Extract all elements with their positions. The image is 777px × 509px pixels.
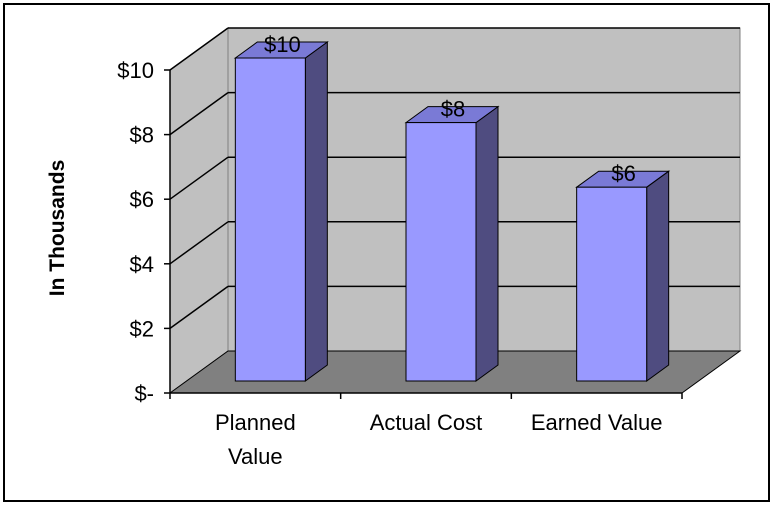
axes [164,69,683,399]
bar-front [576,186,648,382]
gridline-side [169,221,229,265]
bar-3 [575,170,671,382]
gridline-side [169,285,229,330]
bars [233,41,671,382]
y-axis-title: In Thousands [46,159,69,297]
chart-border [3,3,770,502]
y-tick-label: $8 [130,123,154,148]
data-label: $6 [611,161,635,186]
bar-side [646,170,670,382]
y-tick-label: $4 [130,252,154,277]
x-tick-label: Value [228,444,283,469]
data-label: $10 [264,32,301,57]
gridline-side [169,91,229,136]
y-tick-label: $- [134,381,154,406]
bar-front [234,57,306,382]
y-tick-label: $2 [130,316,154,341]
bar-2 [404,105,500,382]
x-tick-label: Planned [215,410,296,435]
x-tick-label: Earned Value [531,410,663,435]
x-tick-label: Actual Cost [370,410,483,435]
y-tick-label: $10 [117,58,154,83]
bar-1 [233,41,329,382]
data-label: $8 [441,97,465,122]
labels: $- $2 $4 $6 $8 $10 $10 Planned Value $8 Actual Cos… [117,32,662,469]
gridline-side [169,156,229,200]
gridline-side [169,27,229,71]
bar-side [475,105,499,382]
bar-front [405,122,477,382]
y-tick-label: $6 [130,187,154,212]
side-wall [169,27,229,394]
bar-side [304,41,328,382]
